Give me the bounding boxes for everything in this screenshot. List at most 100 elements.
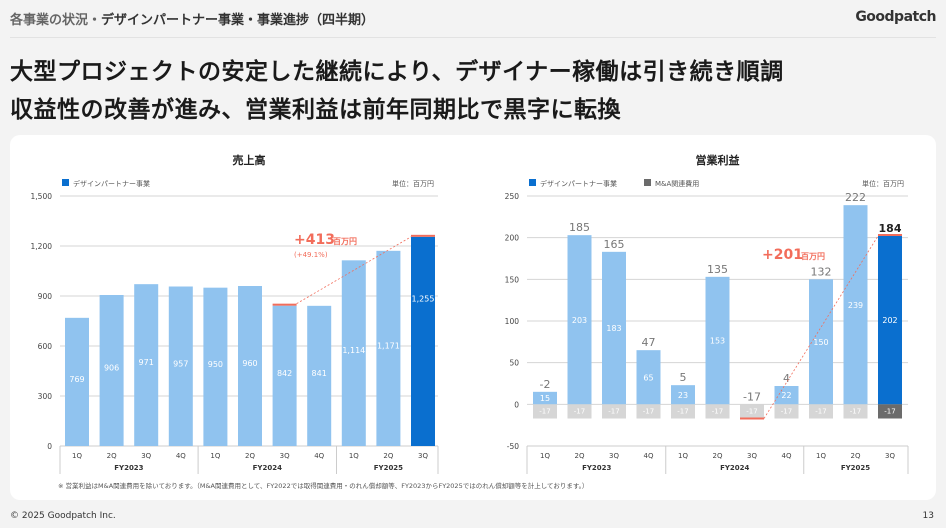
segment-value-label: 15	[540, 394, 550, 403]
sales-bar	[411, 236, 435, 446]
sales-bar	[341, 260, 366, 446]
ma-cost-label: -17	[815, 407, 826, 415]
change-unit: 百万円	[333, 237, 357, 246]
ma-cost-bar	[567, 404, 592, 419]
x-tick-label: 3Q	[141, 452, 151, 460]
total-label: 4	[783, 372, 790, 385]
x-tick-label: 2Q	[245, 452, 255, 460]
y-tick-label: 1,500	[31, 192, 53, 201]
ma-cost-bar	[705, 404, 730, 419]
segment-bar	[671, 385, 695, 405]
total-label: -2	[540, 378, 551, 391]
sales-bar	[376, 250, 401, 446]
sales-value-label: 971	[139, 358, 154, 367]
x-tick-label: 4Q	[644, 452, 654, 460]
segment-value-label: 23	[678, 391, 688, 400]
x-tick-label: 4Q	[176, 452, 186, 460]
ma-cost-label: -17	[677, 407, 688, 415]
segment-value-label: 183	[606, 324, 621, 333]
x-tick-label: 3Q	[280, 452, 290, 460]
total-label: -17	[743, 390, 761, 403]
sales-bar	[99, 295, 124, 446]
y-tick-label: 250	[505, 192, 520, 201]
legend-label: M&A関連費用	[655, 179, 699, 188]
fiscal-year-label: FY2024	[253, 464, 282, 472]
legend-swatch	[644, 179, 651, 186]
segment-value-label: 239	[848, 301, 863, 310]
segment-bar	[533, 391, 557, 405]
x-tick-label: 3Q	[609, 452, 619, 460]
x-tick-label: 4Q	[782, 452, 792, 460]
x-tick-label: 2Q	[851, 452, 861, 460]
y-tick-label: 100	[505, 317, 520, 326]
sales-bar	[272, 305, 297, 446]
y-tick-label: 150	[505, 275, 520, 284]
x-tick-label: 2Q	[713, 452, 723, 460]
x-tick-label: 2Q	[575, 452, 585, 460]
change-unit: 百万円	[801, 252, 825, 261]
breadcrumb-section: 各事業の状況・	[10, 13, 102, 28]
ma-cost-label: -17	[850, 407, 861, 415]
ma-cost-label: -17	[608, 407, 619, 415]
x-tick-label: 1Q	[678, 452, 688, 460]
segment-bar	[843, 205, 868, 405]
fiscal-year-label: FY2023	[114, 464, 143, 472]
x-tick-label: 3Q	[885, 452, 895, 460]
y-tick-label: -50	[507, 442, 519, 451]
segment-value-label: 153	[710, 337, 725, 346]
y-tick-label: 0	[514, 400, 519, 409]
x-tick-label: 3Q	[747, 452, 757, 460]
sales-bar	[168, 286, 193, 446]
sales-value-label: 842	[277, 369, 292, 378]
sales-value-label: 1,171	[377, 341, 400, 350]
y-tick-label: 200	[505, 234, 520, 243]
sales-value-label: 960	[242, 359, 257, 368]
ma-cost-bar	[636, 404, 661, 419]
sales-bar	[134, 284, 159, 446]
sales-value-label: 906	[104, 364, 119, 373]
total-label: 165	[604, 238, 625, 251]
ma-cost-label: -17	[746, 407, 757, 415]
page-number: 13	[922, 511, 934, 521]
total-label: 184	[879, 222, 902, 235]
ma-cost-bar	[843, 404, 868, 419]
ma-cost-bar	[878, 404, 902, 419]
highlight-marker	[411, 234, 435, 237]
sales-value-label: 1,114	[342, 346, 365, 355]
legend-label: デザインパートナー事業	[73, 179, 150, 188]
ma-cost-bar	[671, 404, 695, 419]
headline-line-1: 大型プロジェクトの安定した継続により、デザイナー稼働は引き続き順調	[10, 59, 784, 85]
total-label: 185	[569, 221, 590, 234]
ma-cost-bar	[809, 404, 833, 419]
total-label: 5	[680, 371, 687, 384]
copyright: © 2025 Goodpatch Inc.	[10, 511, 116, 521]
x-tick-label: 1Q	[349, 452, 359, 460]
sales-value-label: 957	[173, 359, 188, 368]
fiscal-year-label: FY2023	[582, 464, 611, 472]
x-tick-label: 4Q	[314, 452, 324, 460]
segment-bar	[809, 279, 833, 405]
x-tick-label: 1Q	[540, 452, 550, 460]
ma-cost-label: -17	[884, 407, 895, 415]
y-tick-label: 0	[47, 442, 52, 451]
header-divider	[10, 37, 936, 38]
sales-bar	[307, 305, 332, 446]
unit-label: 単位：百万円	[392, 179, 434, 188]
chart-title: 営業利益	[696, 153, 740, 167]
segment-value-label: 22	[781, 391, 791, 400]
segment-bar	[774, 386, 799, 405]
y-tick-label: 1,200	[31, 242, 53, 251]
change-percent: (+49.1%)	[294, 251, 328, 259]
segment-bar	[878, 236, 902, 405]
y-tick-label: 300	[38, 392, 53, 401]
ma-cost-bar	[740, 404, 764, 419]
segment-value-label: 150	[813, 338, 828, 347]
highlight-marker	[740, 417, 764, 420]
fiscal-year-label: FY2025	[374, 464, 403, 472]
ma-cost-label: -17	[712, 407, 723, 415]
y-tick-label: 600	[38, 342, 53, 351]
total-label: 132	[811, 265, 832, 278]
change-amount: +413	[294, 232, 335, 248]
highlight-marker	[878, 234, 902, 236]
x-tick-label: 1Q	[816, 452, 826, 460]
